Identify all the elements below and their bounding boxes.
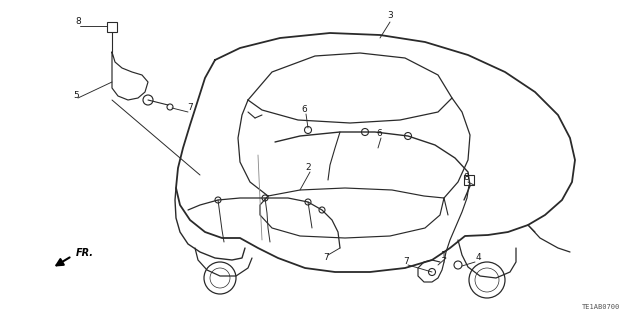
Text: 7: 7	[187, 103, 193, 113]
Text: FR.: FR.	[76, 248, 94, 258]
Text: 6: 6	[376, 130, 382, 138]
Bar	[464, 175, 474, 185]
Text: TE1AB0700: TE1AB0700	[582, 304, 620, 310]
Text: 8: 8	[75, 18, 81, 26]
Text: 4: 4	[475, 254, 481, 263]
Bar	[107, 22, 117, 32]
Text: 7: 7	[403, 257, 409, 266]
Text: 3: 3	[387, 11, 393, 20]
Text: 5: 5	[73, 92, 79, 100]
Text: 6: 6	[301, 106, 307, 115]
Text: 8: 8	[463, 174, 469, 182]
Text: 2: 2	[305, 164, 311, 173]
Text: 7: 7	[323, 254, 329, 263]
Text: 1: 1	[441, 250, 447, 259]
